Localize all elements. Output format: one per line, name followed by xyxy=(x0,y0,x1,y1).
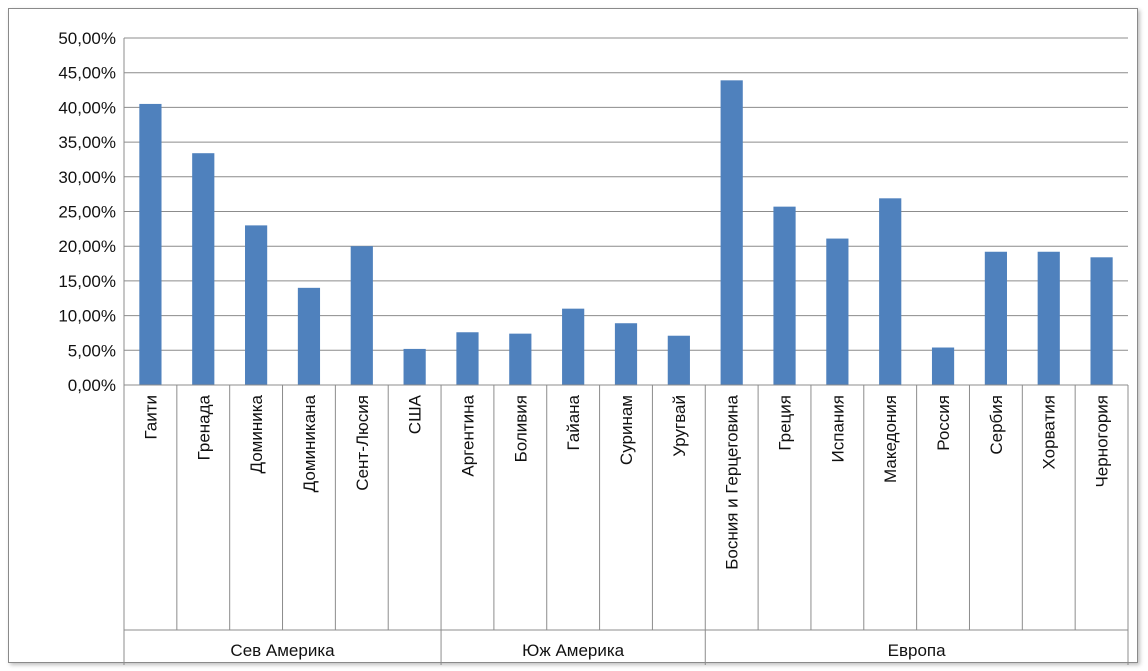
bar xyxy=(350,246,373,385)
group-label: Европа xyxy=(888,641,946,660)
bar xyxy=(614,323,638,385)
bar xyxy=(984,251,1007,385)
y-tick-label: 25,00% xyxy=(58,203,116,222)
y-tick-label: 45,00% xyxy=(58,64,116,83)
bar xyxy=(403,348,426,385)
bar xyxy=(931,347,955,385)
category-label: Гаити xyxy=(141,395,160,439)
bar xyxy=(139,103,162,386)
category-label: Россия xyxy=(934,395,953,451)
category-label: Сент-Люсия xyxy=(353,395,372,491)
y-tick-label: 35,00% xyxy=(58,133,116,152)
bar xyxy=(879,198,902,385)
bar xyxy=(826,238,849,385)
bar xyxy=(773,206,796,385)
category-label: Уругвай xyxy=(670,395,689,457)
category-label: Босния и Герцеговина xyxy=(723,394,742,569)
bar xyxy=(297,287,321,385)
y-tick-label: 15,00% xyxy=(58,272,116,291)
y-tick-label: 40,00% xyxy=(58,98,116,117)
bar xyxy=(1090,257,1113,385)
bar xyxy=(562,308,585,385)
bar xyxy=(667,335,690,385)
category-label: Доминика xyxy=(247,394,266,473)
category-label: США xyxy=(406,394,425,434)
category-label: Гренада xyxy=(194,394,213,460)
bar xyxy=(456,332,479,385)
category-label: Гайана xyxy=(564,394,583,450)
group-label: Юж Америка xyxy=(522,641,625,660)
category-label: Сербия xyxy=(987,395,1006,455)
category-label: Черногория xyxy=(1093,395,1112,488)
category-labels: Гаити Гренада Доминика Доминикана Сент-Люсия… xyxy=(141,394,1111,569)
group-label: Сев Америка xyxy=(230,641,335,660)
category-label: Суринам xyxy=(617,395,636,465)
category-label: Македония xyxy=(881,395,900,483)
category-label: Доминикана xyxy=(300,394,319,492)
category-label: Испания xyxy=(828,395,847,462)
y-tick-label: 20,00% xyxy=(58,237,116,256)
bar xyxy=(509,333,532,385)
bar xyxy=(245,225,268,385)
category-label: Греция xyxy=(776,395,795,451)
category-label: Хорватия xyxy=(1040,395,1059,469)
bar xyxy=(192,153,215,385)
y-axis-ticks: 0,00% 5,00% 10,00% 15,00% 20,00% 25,00% 30,00%… xyxy=(58,29,116,395)
y-tick-label: 5,00% xyxy=(68,341,116,360)
bar xyxy=(1037,251,1060,385)
y-tick-label: 10,00% xyxy=(58,307,116,326)
bars xyxy=(139,80,1113,386)
group-labels: Сев Америка Юж Америка Европа xyxy=(230,630,946,665)
y-tick-label: 0,00% xyxy=(68,376,116,395)
bar xyxy=(720,80,743,386)
y-tick-label: 50,00% xyxy=(58,29,116,48)
y-tick-label: 30,00% xyxy=(58,168,116,187)
category-label: Аргентина xyxy=(458,394,477,476)
category-label: Боливия xyxy=(511,395,530,462)
x-axis xyxy=(123,38,1129,665)
